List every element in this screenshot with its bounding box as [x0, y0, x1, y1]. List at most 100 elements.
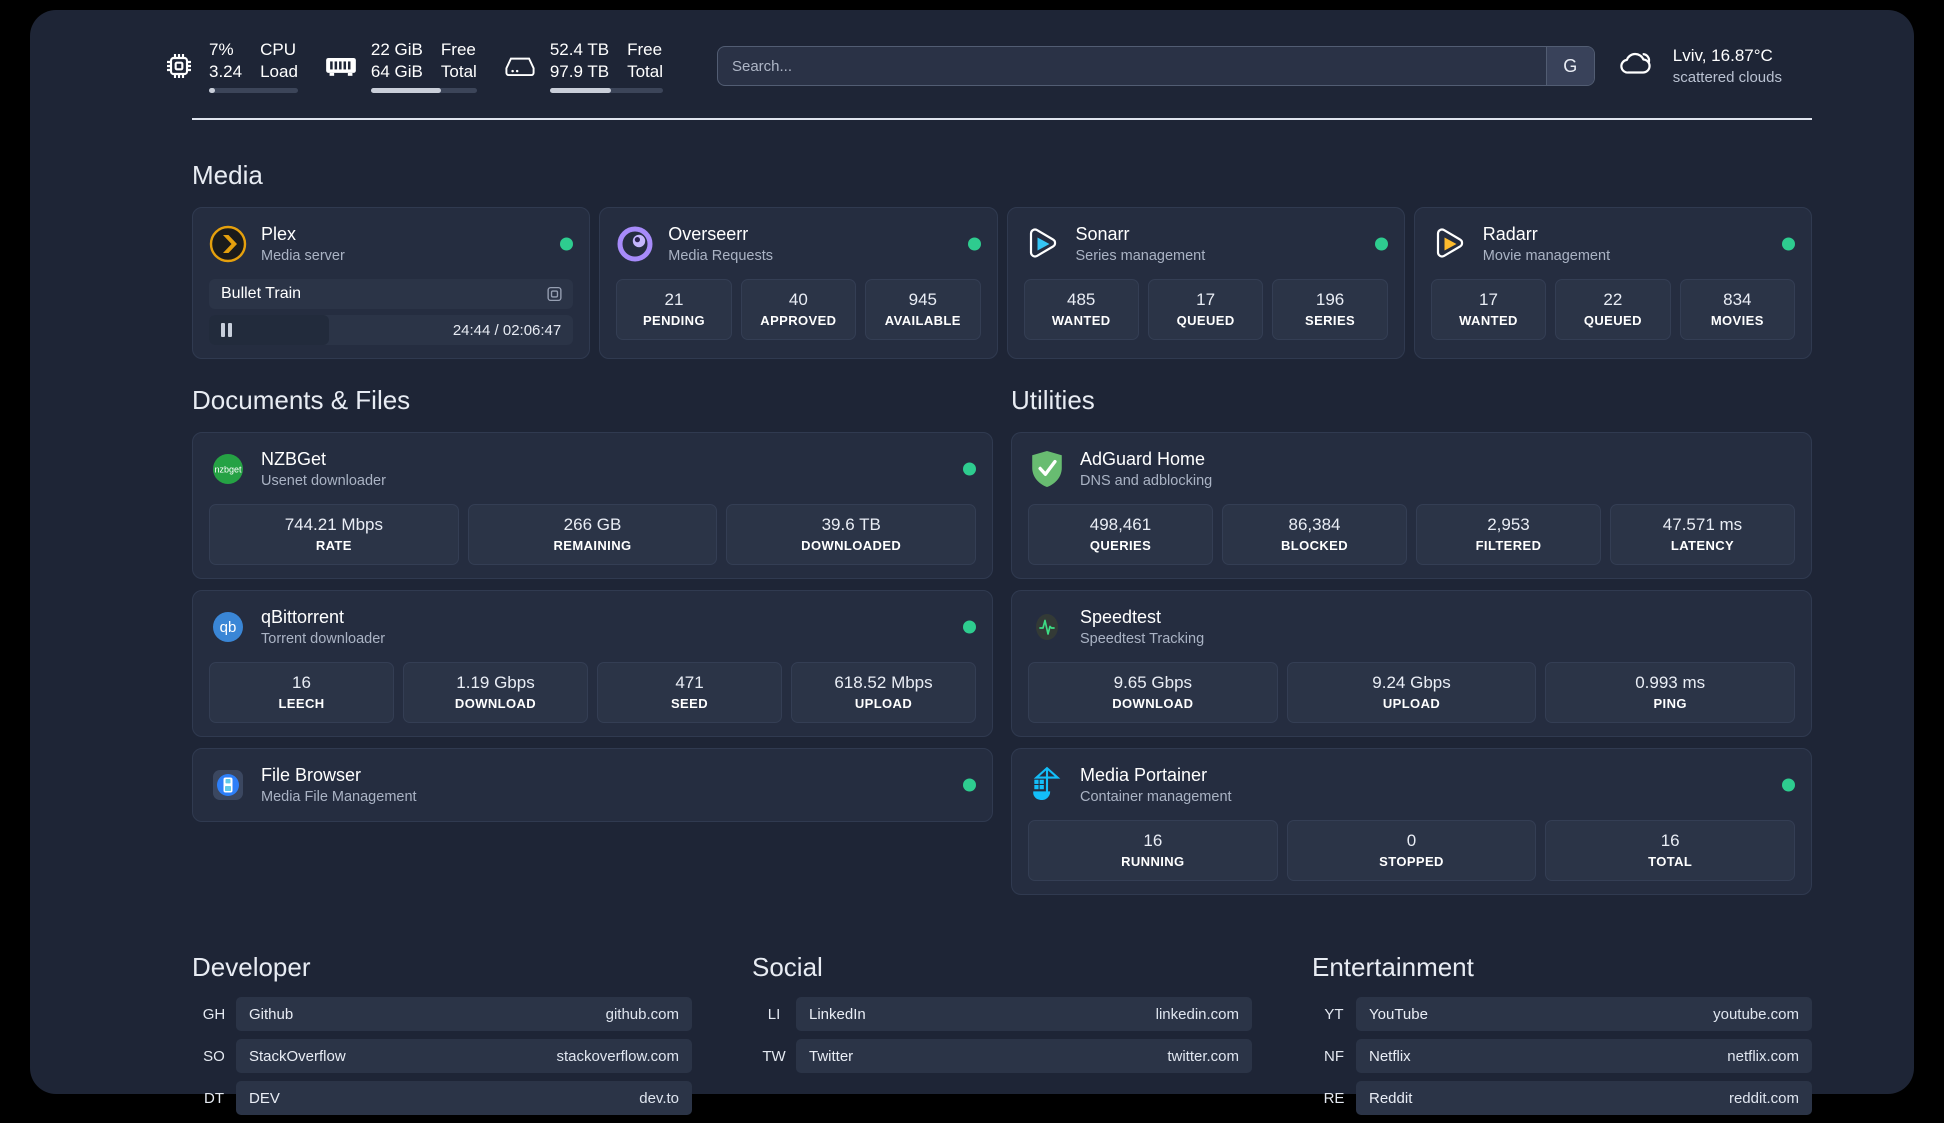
cpu-label-bottom: Load: [260, 62, 298, 81]
pause-icon[interactable]: [221, 323, 232, 337]
service-card-speedtest[interactable]: Speedtest Speedtest Tracking 9.65 Gbps D…: [1011, 590, 1812, 737]
bookmark-item-dev[interactable]: DT DEV dev.to: [192, 1081, 692, 1115]
stats-row: 744.21 Mbps RATE 266 GB REMAINING 39.6 T…: [209, 504, 977, 565]
stat-value: 47.571 ms: [1662, 515, 1743, 534]
cpu-load-value: 3.24: [209, 62, 243, 81]
memory-stat-group: 22 GiB 64 GiB Free Total: [324, 39, 477, 93]
plex-progress-bar[interactable]: 24:44 / 02:06:47: [209, 315, 574, 345]
bookmark-item-stackoverflow[interactable]: SO StackOverflow stackoverflow.com: [192, 1039, 692, 1073]
bookmark-abbr: GH: [202, 1005, 226, 1023]
service-subtitle: Media server: [261, 248, 345, 264]
memory-usage-bar: [370, 88, 477, 93]
stats-row: 21 PENDING 40 APPROVED 945 AVAILABLE: [616, 279, 981, 340]
cpu-usage-value: 7%: [209, 40, 234, 59]
stat-tile: 744.21 Mbps RATE: [209, 504, 459, 565]
radarr-icon: [1431, 225, 1469, 263]
stat-tile: 0.993 ms PING: [1545, 662, 1796, 723]
bookmark-item-twitter[interactable]: TW Twitter twitter.com: [752, 1039, 1252, 1073]
status-badge-online: [967, 237, 981, 251]
cast-icon[interactable]: [546, 286, 563, 303]
memory-label-top: Free: [440, 40, 476, 59]
service-name: Overseerr: [668, 224, 749, 244]
memory-free-value: 22 GiB: [370, 40, 423, 59]
svg-text:qb: qb: [220, 619, 237, 636]
stats-row: 485 WANTED 17 QUEUED 196 SERIES: [1023, 279, 1388, 340]
stat-tile: 16 LEECH: [209, 662, 394, 723]
bookmark-url: reddit.com: [1728, 1089, 1799, 1107]
memory-label-bottom: Total: [440, 62, 477, 81]
search-provider-button[interactable]: G: [1545, 47, 1594, 85]
stat-value: 471: [675, 673, 704, 692]
stat-label: REMAINING: [553, 538, 632, 553]
bookmark-name: Netflix: [1369, 1047, 1411, 1065]
service-name: AdGuard Home: [1080, 449, 1206, 469]
service-card-plex[interactable]: Plex Media server Bullet Train: [192, 207, 591, 359]
bookmark-item-reddit[interactable]: RE Reddit reddit.com: [1312, 1081, 1812, 1115]
stat-tile: 86,384 BLOCKED: [1222, 504, 1407, 565]
stat-label: QUERIES: [1089, 538, 1152, 553]
section-title-documents: Documents & Files: [192, 385, 411, 415]
stat-tile: 16 RUNNING: [1028, 820, 1278, 881]
service-card-overseerr[interactable]: Overseerr Media Requests 21 PENDING 40 A…: [599, 207, 998, 359]
stats-row: 16 RUNNING 0 STOPPED 16 TOTAL: [1028, 820, 1796, 881]
search-box[interactable]: G: [716, 46, 1595, 86]
weather-widget[interactable]: Lviv, 16.87°C scattered clouds: [1617, 45, 1782, 87]
bookmark-group-entertainment: Entertainment YT YouTube youtube.com NF …: [1312, 952, 1812, 1123]
service-name: NZBGet: [261, 449, 327, 469]
service-card-sonarr[interactable]: Sonarr Series management 485 WANTED 17 Q…: [1006, 207, 1405, 359]
bookmark-group-title: Developer: [192, 952, 311, 982]
playback-time: 24:44 / 02:06:47: [452, 321, 562, 339]
stat-tile: 22 QUEUED: [1555, 279, 1671, 340]
stat-label: APPROVED: [760, 313, 837, 328]
bookmark-item-youtube[interactable]: YT YouTube youtube.com: [1312, 997, 1812, 1031]
cpu-stat-group: 7% 3.24 CPU Load: [162, 39, 298, 93]
section-title-media: Media: [192, 160, 263, 190]
cpu-chip-icon: [162, 49, 196, 83]
speedtest-pulse-icon: [1028, 608, 1066, 646]
service-name: File Browser: [261, 765, 362, 785]
service-card-file-browser[interactable]: File Browser Media File Management: [192, 748, 993, 822]
column-documents: Documents & Files nzbget NZBGet Usenet d: [192, 385, 993, 906]
stat-label: UPLOAD: [854, 696, 913, 711]
status-badge-online: [560, 237, 574, 251]
plex-now-playing[interactable]: Bullet Train: [209, 279, 574, 309]
service-card-radarr[interactable]: Radarr Movie management 17 WANTED 22 QUE…: [1413, 207, 1812, 359]
service-card-nzbget[interactable]: nzbget NZBGet Usenet downloader 744.21 M…: [192, 432, 993, 579]
hard-drive-icon: [503, 49, 537, 83]
stats-row: 17 WANTED 22 QUEUED 834 MOVIES: [1430, 279, 1796, 340]
bookmark-item-netflix[interactable]: NF Netflix netflix.com: [1312, 1039, 1812, 1073]
stat-tile: 498,461 QUERIES: [1028, 504, 1213, 565]
section-title-utilities: Utilities: [1011, 385, 1095, 415]
weather-condition: scattered clouds: [1672, 69, 1782, 86]
stat-value: 22: [1603, 290, 1623, 309]
stat-tile: 17 QUEUED: [1147, 279, 1264, 340]
stat-label: STOPPED: [1379, 854, 1444, 869]
stat-label: PENDING: [642, 313, 705, 328]
disk-stat-group: 52.4 TB 97.9 TB Free Total: [503, 39, 663, 93]
bookmark-item-linkedin[interactable]: LI LinkedIn linkedin.com: [752, 997, 1252, 1031]
stat-label: QUEUED: [1583, 313, 1642, 328]
portainer-icon: [1028, 766, 1066, 804]
bookmark-abbr: SO: [203, 1047, 225, 1065]
stat-label: DOWNLOAD: [454, 696, 537, 711]
adguard-shield-icon: [1028, 450, 1066, 488]
service-card-media-portainer[interactable]: Media Portainer Container management 16 …: [1011, 748, 1812, 895]
bookmark-url: linkedin.com: [1155, 1005, 1239, 1023]
service-card-qbittorrent[interactable]: qb qBittorrent Torrent downloader 16 LEE…: [192, 590, 993, 737]
search-input[interactable]: [717, 47, 1546, 85]
bookmark-name: Github: [249, 1005, 294, 1023]
service-card-adguard-home[interactable]: AdGuard Home DNS and adblocking 498,461 …: [1011, 432, 1812, 579]
stat-tile: 47.571 ms LATENCY: [1610, 504, 1795, 565]
stat-value: 266 GB: [563, 515, 622, 534]
disk-label-bottom: Total: [627, 62, 663, 81]
bookmark-group-title: Entertainment: [1312, 952, 1474, 982]
stat-value: 1.19 Gbps: [456, 673, 535, 692]
stat-label: UPLOAD: [1382, 696, 1441, 711]
stat-tile: 9.65 Gbps DOWNLOAD: [1028, 662, 1278, 723]
stat-tile: 945 AVAILABLE: [865, 279, 981, 340]
bookmark-abbr: NF: [1324, 1047, 1344, 1065]
stat-value: 945: [908, 290, 937, 309]
service-subtitle: Torrent downloader: [261, 631, 386, 647]
bookmark-item-github[interactable]: GH Github github.com: [192, 997, 692, 1031]
stat-tile: 196 SERIES: [1272, 279, 1388, 340]
